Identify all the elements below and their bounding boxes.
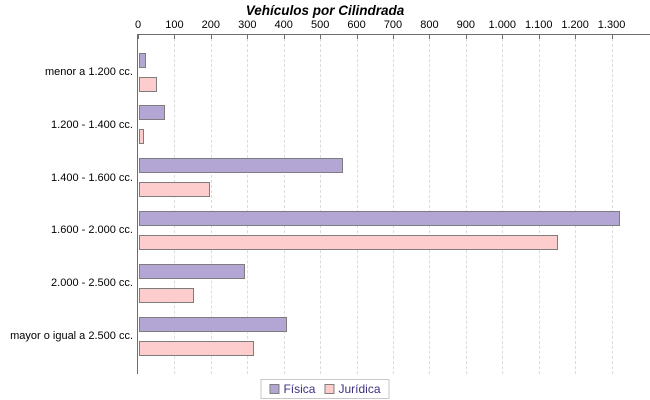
bar-juridica-5 [139, 340, 254, 356]
gridline [247, 39, 249, 374]
bar-juridica-4 [139, 287, 194, 303]
x-tick-label: 500 [310, 19, 330, 31]
legend-item: Física [269, 382, 315, 396]
x-tick-mark [611, 35, 613, 39]
bar-fisica-0 [139, 52, 147, 68]
category-label: 1.600 - 2.000 cc. [51, 224, 133, 237]
x-tick-label: 800 [420, 19, 439, 31]
x-tick-label: 600 [347, 19, 366, 31]
bar-fisica-2 [139, 158, 343, 174]
gridline [575, 39, 577, 374]
legend-item: Jurídica [324, 382, 381, 396]
bar-fisica-5 [139, 316, 287, 332]
category-label: 2.000 - 2.500 cc. [51, 277, 133, 290]
x-tick-label: 900 [456, 19, 476, 31]
x-tick-mark [210, 35, 212, 39]
x-tick-mark [247, 35, 249, 39]
legend-swatch-icon [324, 384, 335, 394]
gridline [393, 39, 394, 374]
x-tick-mark [393, 35, 394, 39]
bar-fisica-4 [139, 263, 245, 279]
x-tick-mark [138, 35, 139, 39]
gridline [429, 39, 431, 374]
bar-fisica-3 [139, 210, 620, 226]
bar-juridica-3 [139, 234, 558, 250]
bar-fisica-1 [139, 105, 165, 121]
x-tick-label: 100 [165, 19, 184, 31]
category-label: 1.200 - 1.400 cc. [51, 118, 133, 131]
category-label: mayor o igual a 2.500 cc. [10, 330, 133, 342]
x-tick-mark [356, 35, 358, 39]
gridline [502, 39, 504, 374]
x-axis-line [137, 34, 650, 36]
gridline [174, 39, 176, 374]
gridline [320, 39, 322, 374]
legend-label: Jurídica [338, 382, 381, 396]
chart-title: Vehículos por Cilindrada [245, 3, 405, 18]
x-tick-mark [283, 35, 285, 39]
x-tick-label: 300 [238, 19, 257, 31]
x-tick-label: 1.300 [597, 19, 626, 31]
x-tick-label: 700 [383, 19, 403, 31]
x-tick-mark [538, 35, 540, 39]
x-tick-label: 200 [201, 19, 221, 31]
x-tick-label: 0 [134, 19, 142, 31]
category-label: 1.400 - 1.600 cc. [51, 171, 133, 184]
x-tick-mark [320, 35, 322, 39]
gridline [611, 39, 613, 374]
gridline [283, 39, 285, 374]
gridline [465, 39, 467, 374]
x-tick-label: 1.000 [488, 19, 517, 31]
x-tick-mark [429, 35, 431, 39]
x-tick-mark [502, 35, 504, 39]
x-tick-mark [465, 35, 467, 39]
gridline [538, 39, 540, 374]
x-tick-label: 1.100 [524, 19, 553, 31]
gridline [356, 39, 358, 374]
legend: Física Jurídica [260, 379, 390, 399]
bar-juridica-1 [139, 129, 145, 145]
legend-label: Física [283, 382, 316, 396]
gridline [210, 39, 212, 374]
bar-juridica-0 [139, 76, 158, 92]
x-tick-label: 1.200 [561, 19, 589, 31]
bar-juridica-2 [139, 182, 211, 198]
category-label: menor a 1.200 cc. [44, 66, 133, 78]
y-axis-line [137, 34, 139, 374]
x-tick-mark [174, 35, 176, 39]
x-tick-mark [575, 35, 577, 39]
x-tick-label: 400 [274, 19, 293, 31]
legend-swatch-icon [269, 384, 280, 394]
